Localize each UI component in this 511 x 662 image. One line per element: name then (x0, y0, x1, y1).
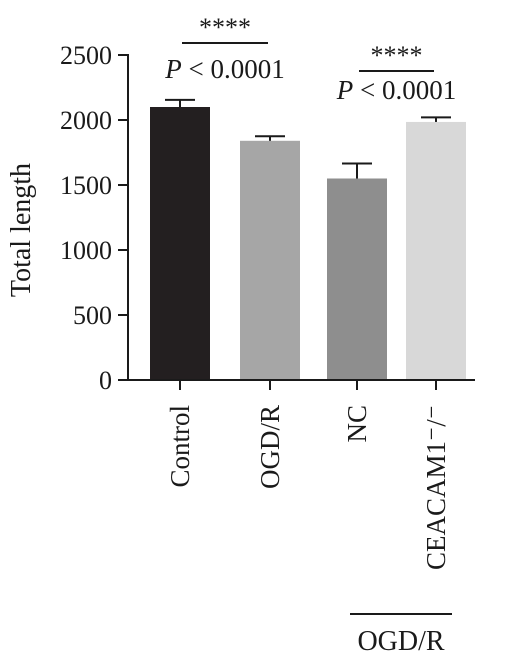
p-value-label: P < 0.0001 (336, 75, 456, 105)
y-tick-label: 2000 (60, 106, 112, 135)
y-tick-label: 500 (73, 301, 112, 330)
group-bracket-label: OGD/R (357, 626, 444, 657)
bars-group (150, 98, 466, 380)
p-value-text: < 0.0001 (182, 54, 285, 84)
y-tick-label: 0 (99, 366, 112, 395)
p-value-label: P < 0.0001 (164, 54, 284, 84)
y-tick-label: 1000 (60, 236, 112, 265)
group-bracket: OGD/R (350, 613, 452, 657)
y-axis-label: Total length (6, 163, 37, 297)
p-value-text: < 0.0001 (353, 75, 456, 105)
p-symbol: P (164, 54, 182, 84)
bar (240, 140, 300, 380)
p-symbol: P (336, 75, 354, 105)
bar (406, 121, 466, 380)
y-tick-label: 1500 (60, 171, 112, 200)
x-tick-label: Control (165, 405, 195, 488)
x-tick-label: NC (342, 405, 372, 443)
x-tick-label: OGD/R (255, 405, 285, 489)
bar (327, 178, 387, 380)
bar (150, 107, 210, 380)
significance-stars: **** (371, 41, 423, 70)
y-axis: 0 500 1000 1500 2000 2500 (60, 41, 129, 395)
significance-stars: **** (199, 13, 251, 42)
y-tick-label: 2500 (60, 41, 112, 70)
x-axis: Control OGD/R NC CEACAM1⁻/⁻ (128, 379, 475, 570)
x-tick-label: CEACAM1⁻/⁻ (421, 405, 451, 570)
significance-annotations: **** P < 0.0001 **** P < 0.0001 (164, 13, 456, 105)
